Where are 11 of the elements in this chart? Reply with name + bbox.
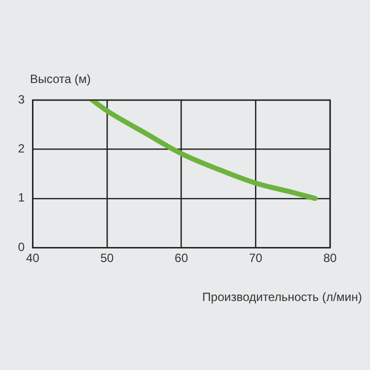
y-tick-label: 0 — [18, 240, 25, 254]
y-tick-label: 3 — [18, 92, 25, 106]
y-axis-title: Высота (м) — [30, 72, 91, 86]
x-tick-label: 70 — [248, 251, 263, 266]
x-tick-label: 40 — [26, 251, 40, 266]
y-tick-label: 2 — [18, 142, 25, 156]
y-tick-label: 1 — [18, 190, 25, 205]
x-tick-label: 50 — [100, 251, 114, 266]
x-tick-label: 80 — [323, 251, 337, 266]
x-tick-label: 60 — [174, 251, 188, 266]
x-axis-title: Производительность (л/мин) — [202, 290, 362, 304]
